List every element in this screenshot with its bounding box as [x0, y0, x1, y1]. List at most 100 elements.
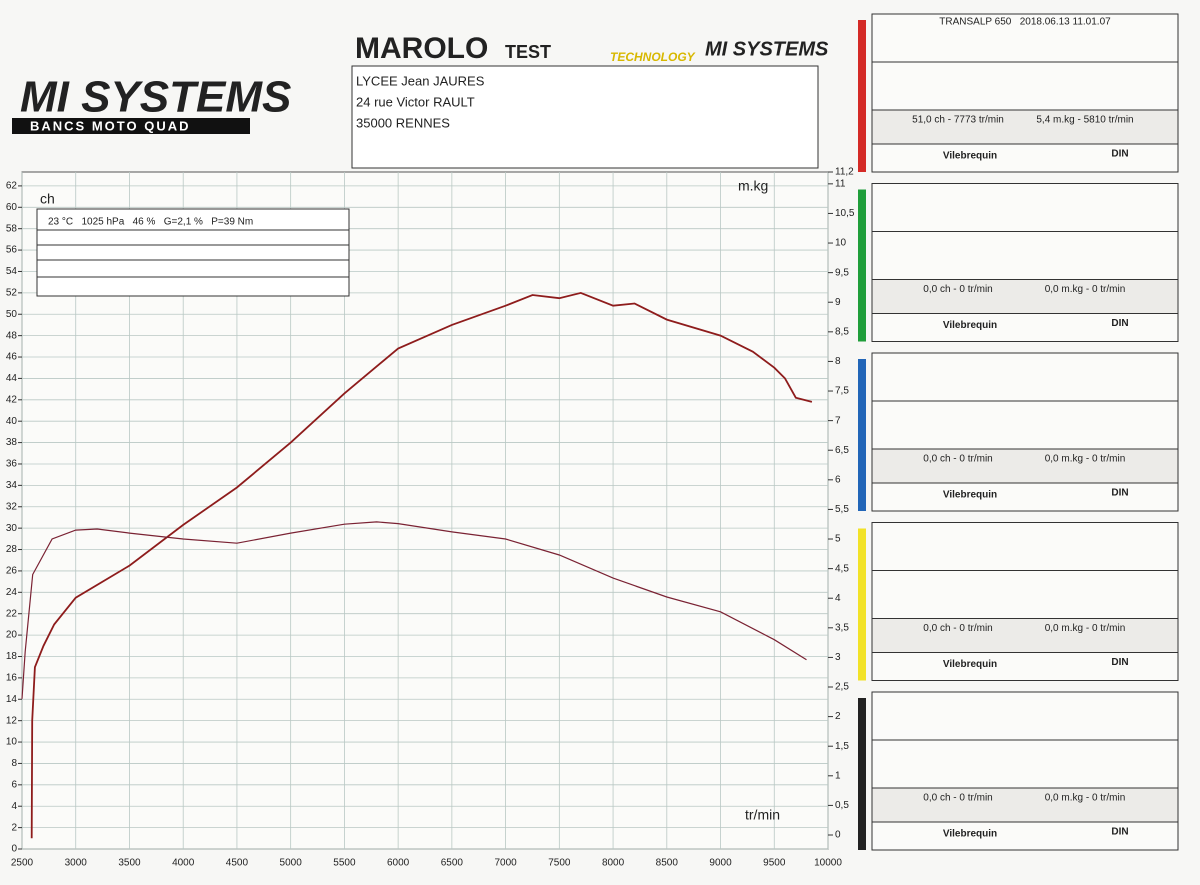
y2-tick-label: 3,5 [835, 622, 849, 633]
y2-tick-label: 9,5 [835, 267, 849, 278]
y-tick-label: 4 [11, 801, 17, 812]
x-tick-label: 5000 [280, 858, 303, 869]
y2-tick-label: 8 [835, 356, 841, 367]
y-tick-label: 12 [6, 715, 18, 726]
address-line: 35000 RENNES [356, 115, 450, 130]
panel-shade [871, 618, 1179, 653]
y-tick-label: 52 [6, 287, 18, 298]
y-tick-label: 56 [6, 245, 18, 256]
panel-crank: Vilebrequin [943, 320, 997, 331]
panel-power: 0,0 ch - 0 tr/min [923, 793, 992, 804]
y2-tick-label: 10 [835, 238, 847, 249]
brand-left: MI SYSTEMS [20, 73, 291, 122]
x-tick-label: 5500 [333, 858, 356, 869]
conditions-box [36, 208, 350, 297]
y-axis-label: ch [40, 191, 55, 207]
y-tick-label: 50 [6, 309, 18, 320]
y2-tick-label: 0,5 [835, 800, 849, 811]
brand-center-sub: TEST [505, 42, 551, 62]
x-tick-label: 10000 [814, 858, 842, 869]
panel [871, 522, 1179, 681]
y-tick-label: 32 [6, 501, 18, 512]
panel [871, 13, 1179, 173]
y2-tick-label: 7 [835, 415, 841, 426]
brand-right: MI SYSTEMS [705, 38, 829, 60]
panel-power: 51,0 ch - 7773 tr/min [912, 115, 1004, 126]
panel-title: TRANSALP 650 2018.06.13 11.01.07 [939, 17, 1111, 28]
y2-tick-label: 1 [835, 770, 841, 781]
x-tick-label: 4500 [226, 858, 249, 869]
panel [871, 352, 1179, 512]
x-tick-label: 7500 [548, 858, 571, 869]
y-tick-label: 16 [6, 673, 18, 684]
panel-color [858, 20, 866, 172]
panel-torque: 5,4 m.kg - 5810 tr/min [1036, 115, 1133, 126]
x-tick-label: 6500 [441, 858, 464, 869]
x-tick-label: 4000 [172, 858, 195, 869]
y2-tick-label: 11 [835, 178, 846, 189]
conditions: 23 °C 1025 hPa 46 % G=2,1 % P=39 Nm [48, 217, 253, 228]
y-tick-label: 36 [6, 459, 18, 470]
y-tick-label: 28 [6, 544, 18, 555]
y-tick-label: 38 [6, 437, 18, 448]
y-tick-label: 58 [6, 223, 18, 234]
x-tick-label: 7000 [494, 858, 517, 869]
panel-torque: 0,0 m.kg - 0 tr/min [1045, 793, 1126, 804]
y2-tick-label: 2,5 [835, 682, 849, 693]
y2-tick-label: 6,5 [835, 445, 849, 456]
y-tick-label: 20 [6, 630, 18, 641]
x-axis-label: tr/min [745, 807, 780, 823]
series-line [21, 521, 807, 699]
panel-norm: DIN [1111, 149, 1128, 160]
panel-power: 0,0 ch - 0 tr/min [923, 623, 992, 634]
y-tick-label: 26 [6, 566, 18, 577]
panel-shade [871, 448, 1179, 484]
y-tick-label: 60 [6, 202, 18, 213]
y-tick-label: 2 [11, 822, 17, 833]
panel [871, 691, 1179, 851]
y-tick-label: 22 [6, 608, 18, 619]
brand-left-band [12, 118, 250, 134]
address-line: LYCEE Jean JAURES [356, 73, 485, 88]
panels: TRANSALP 650 2018.06.13 11.01.07 51,0 ch … [858, 13, 1179, 851]
x-tick-label: 3000 [65, 858, 88, 869]
x-tick-label: 9500 [763, 858, 786, 869]
y-tick-label: 30 [6, 523, 18, 534]
y-tick-label: 6 [11, 779, 17, 790]
x-tick-label: 3500 [118, 858, 141, 869]
y-tick-label: 62 [6, 181, 18, 192]
panel-torque: 0,0 m.kg - 0 tr/min [1045, 623, 1126, 634]
panel-color [858, 528, 866, 681]
y2-tick-label: 11,2 [835, 167, 854, 178]
brand-left-sub: BANCS MOTO QUAD [30, 118, 190, 133]
panel-norm: DIN [1111, 318, 1128, 329]
panel-crank: Vilebrequin [943, 490, 997, 501]
y-tick-label: 34 [6, 480, 18, 491]
x-tick-label: 2500 [11, 858, 34, 869]
y2-tick-label: 2 [835, 711, 841, 722]
panel-crank: Vilebrequin [943, 659, 997, 670]
panel-crank: Vilebrequin [943, 151, 997, 162]
y-tick-label: 54 [6, 266, 18, 277]
y-tick-label: 10 [6, 737, 18, 748]
y-tick-label: 46 [6, 352, 18, 363]
panel-power: 0,0 ch - 0 tr/min [923, 284, 992, 295]
series-line [30, 291, 813, 839]
y2-tick-label: 4 [835, 593, 841, 604]
panel-torque: 0,0 m.kg - 0 tr/min [1045, 284, 1126, 295]
x-tick-label: 8500 [656, 858, 679, 869]
panel-color [858, 698, 866, 850]
y-tick-label: 42 [6, 394, 18, 405]
panel-norm: DIN [1111, 657, 1128, 668]
x-tick-label: 6000 [387, 858, 410, 869]
y2-tick-label: 1,5 [835, 741, 849, 752]
panel-color [858, 359, 866, 511]
panel [871, 183, 1179, 342]
y2-tick-label: 6 [835, 474, 841, 485]
panel-torque: 0,0 m.kg - 0 tr/min [1045, 454, 1126, 465]
address-line: 24 rue Victor RAULT [356, 94, 475, 109]
y2-tick-label: 9 [835, 297, 841, 308]
y-tick-label: 8 [11, 758, 17, 769]
y2-tick-label: 7,5 [835, 386, 849, 397]
